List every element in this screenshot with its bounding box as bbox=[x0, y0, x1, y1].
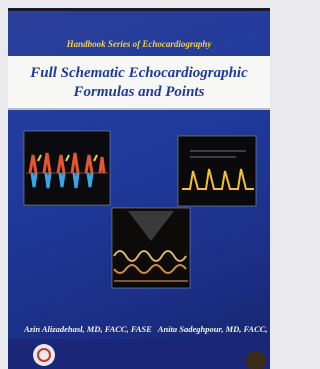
authors: Azin Alizadehasl, MD, FACC, FASE Anita Sa… bbox=[24, 324, 270, 334]
author: Azin Alizadehasl, MD, FACC, FASE bbox=[24, 324, 152, 334]
echo-image-left bbox=[24, 131, 110, 205]
echo-image-right bbox=[178, 136, 256, 206]
echo-images bbox=[8, 11, 270, 369]
book-cover: Handbook Series of Echocardiography Full… bbox=[8, 8, 270, 369]
echo-image-center bbox=[112, 208, 190, 288]
page: Handbook Series of Echocardiography Full… bbox=[0, 0, 273, 366]
publisher-logo bbox=[8, 339, 270, 369]
author: Anita Sadeghpour, MD, FACC, FASE bbox=[158, 324, 270, 334]
